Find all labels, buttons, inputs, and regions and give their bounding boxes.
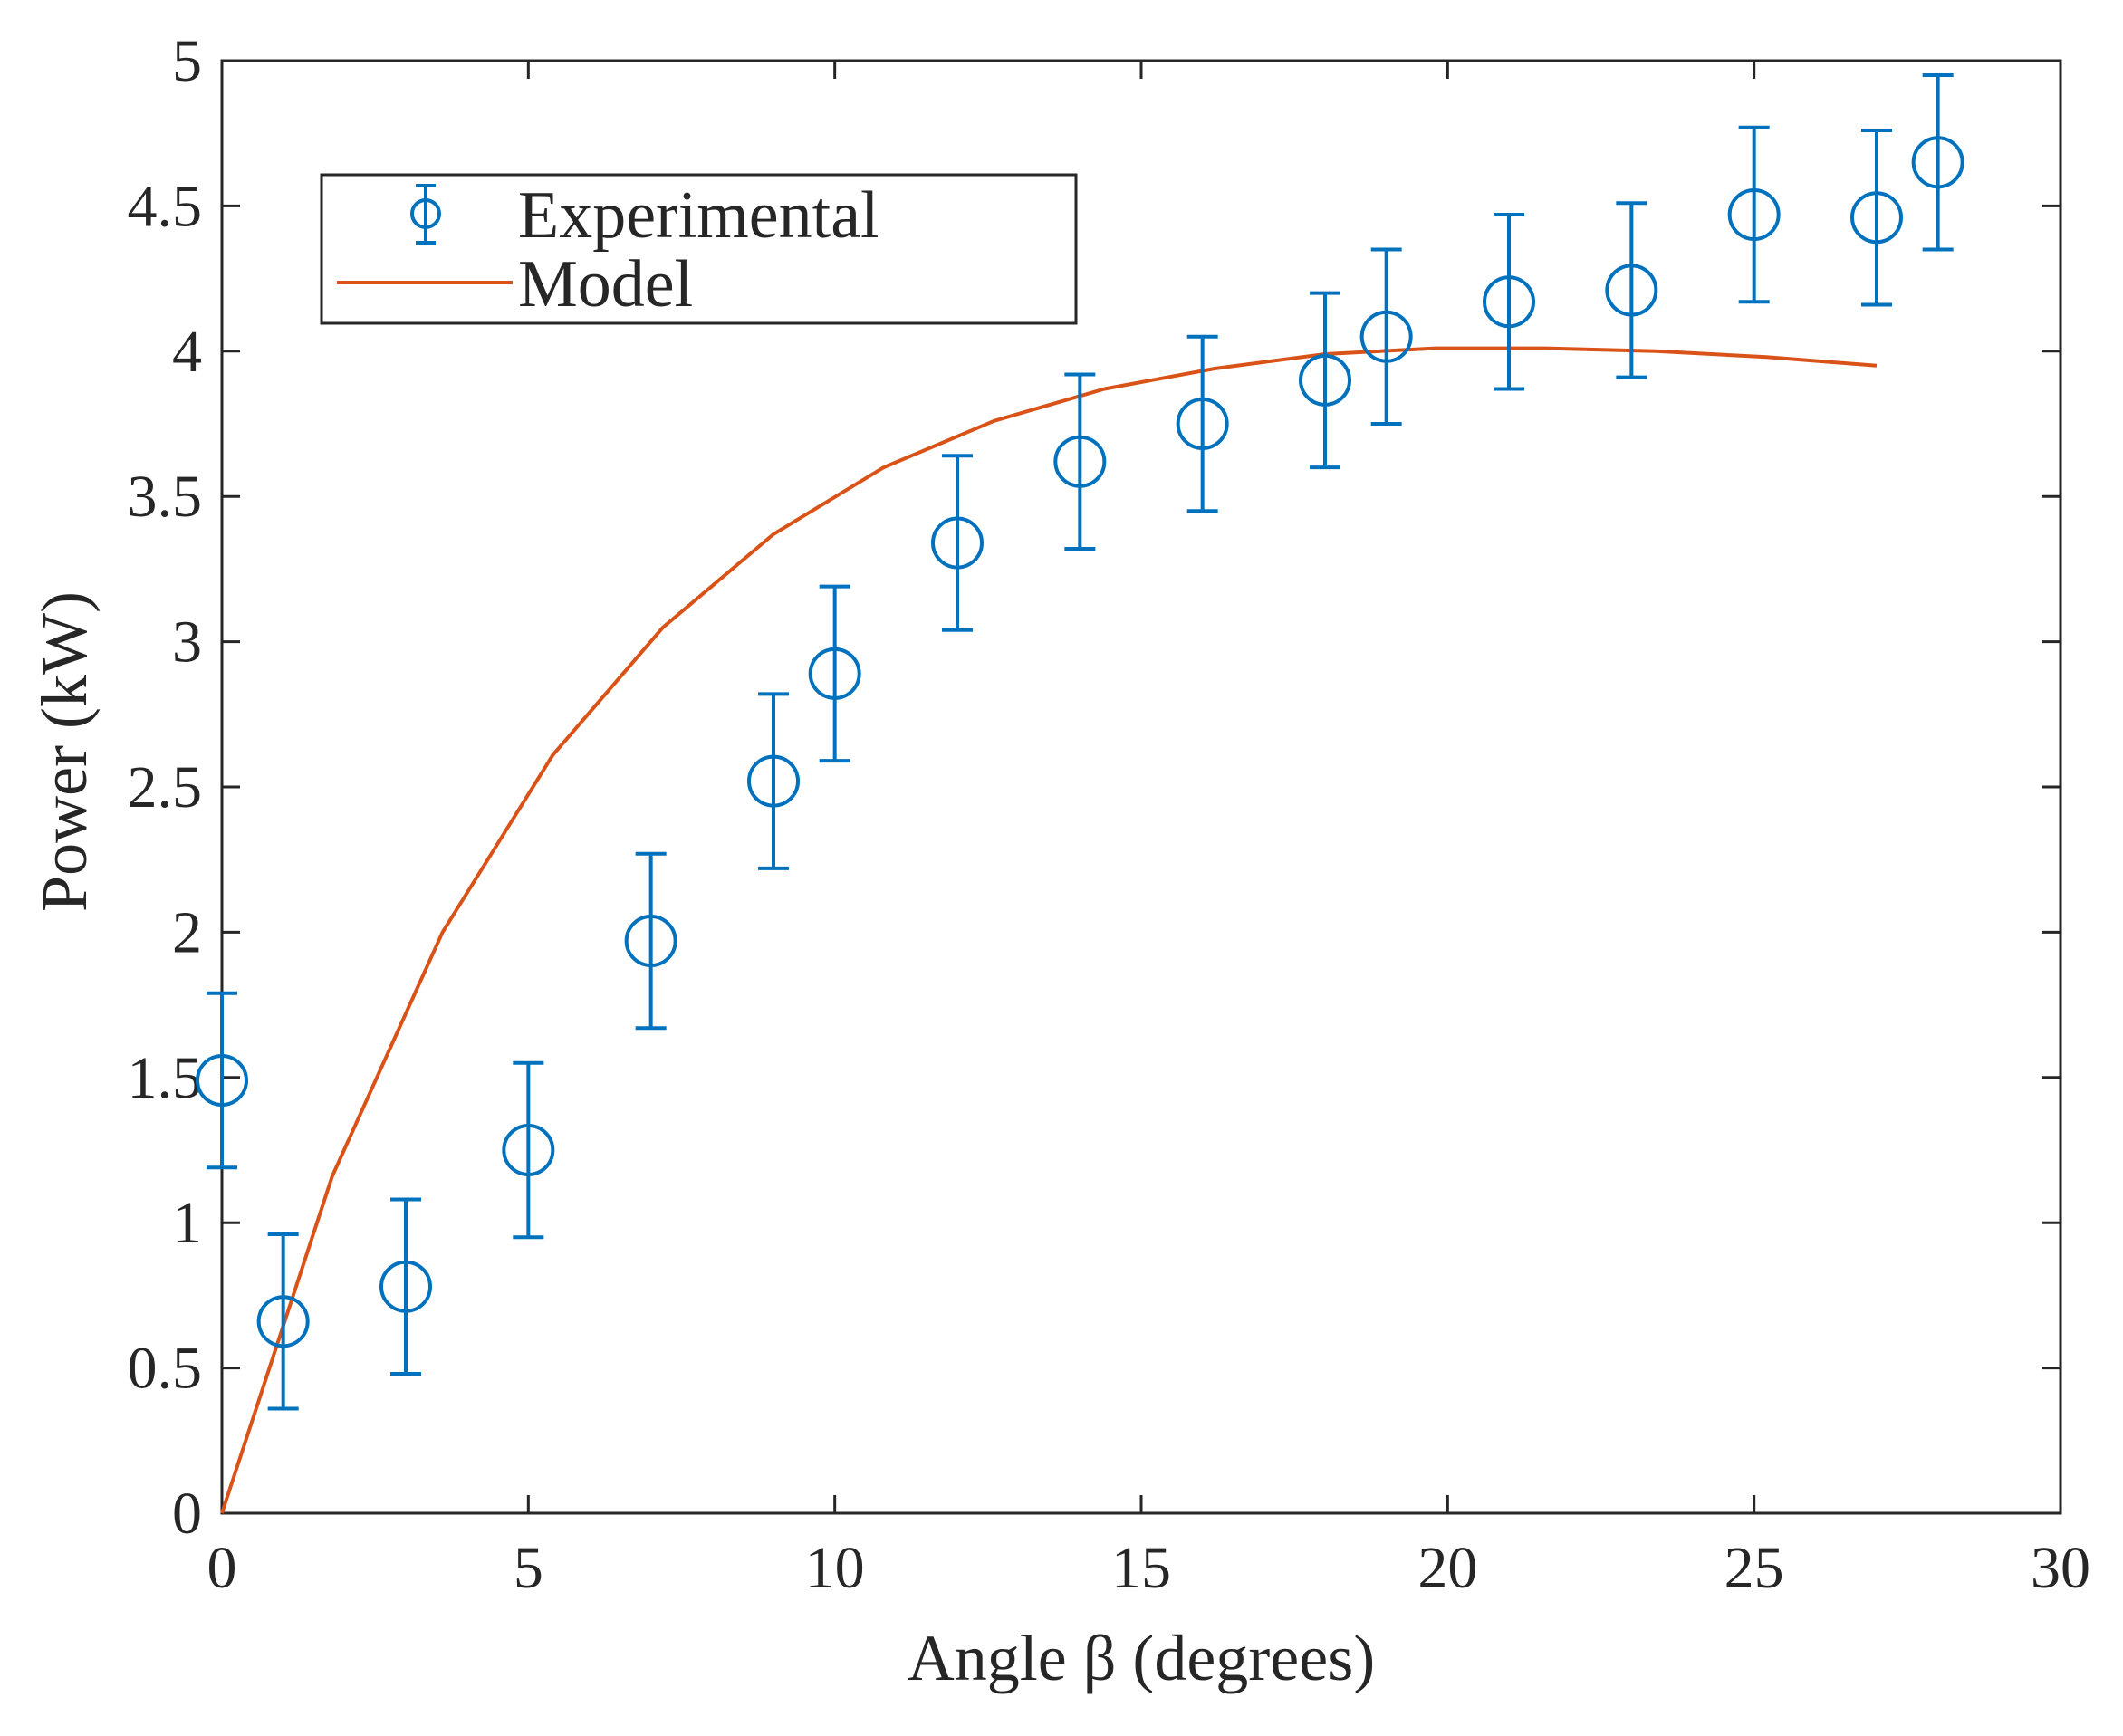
data-marker [1176,398,1229,450]
y-axis-ticks: 0 0.5 1 1.5 2 2.5 3 3.5 4 4.5 5 [128,28,2061,1547]
y-tick-label: 1 [172,1190,202,1256]
y-tick-label: 4.5 [128,173,203,239]
y-tick-label: 3 [172,609,202,676]
y-axis-label: Power (kW) [28,591,101,912]
data-marker [808,647,861,700]
data-marker [1359,310,1413,363]
experimental-point [931,454,984,632]
data-marker [1483,275,1535,329]
experimental-point [1911,73,1964,252]
experimental-point [1727,125,1781,304]
legend-label-experimental: Experimental [518,178,879,253]
experimental-series [196,73,1964,1411]
legend: Experimental Model [320,173,1078,325]
experimental-point [1605,201,1658,379]
data-marker [931,516,984,570]
y-tick-label: 1.5 [128,1045,203,1111]
model-line [220,346,1878,1514]
x-tick-label: 5 [514,1535,543,1601]
model-series [220,346,1878,1514]
experimental-point [1850,128,1903,307]
x-axis-ticks: 0 5 10 15 20 25 30 [207,61,2090,1601]
experimental-point [502,1060,555,1240]
experimental-point [624,851,677,1031]
data-marker [1850,191,1903,245]
data-marker [256,1295,310,1348]
x-axis-label: Angle β (degrees) [908,1622,1375,1694]
y-tick-label: 0 [172,1481,202,1547]
experimental-point [747,692,800,870]
experimental-point [196,991,248,1170]
data-marker [1911,136,1964,189]
y-tick-label: 2 [172,899,202,965]
experimental-point [1299,291,1351,470]
data-marker [1727,188,1781,242]
x-tick-label: 25 [1724,1535,1784,1601]
x-tick-label: 0 [207,1535,237,1601]
experimental-point [379,1197,432,1376]
data-marker [379,1260,432,1313]
legend-box [320,173,1078,325]
x-tick-label: 10 [805,1535,865,1601]
data-marker [1605,264,1658,317]
data-marker [196,1054,248,1108]
data-marker [747,754,800,808]
x-tick-label: 15 [1111,1535,1171,1601]
experimental-point [1053,372,1107,551]
legend-label-model: Model [518,247,693,321]
experimental-point [1359,247,1413,426]
experimental-point [1176,334,1229,513]
data-marker [502,1124,555,1176]
legend-marker-experimental [410,184,441,245]
data-marker [1299,353,1351,407]
y-tick-label: 2.5 [128,754,203,820]
data-marker [624,915,677,968]
experimental-point [256,1232,310,1411]
y-tick-label: 4 [172,319,202,385]
y-tick-label: 0.5 [128,1336,203,1402]
x-tick-label: 20 [1417,1535,1477,1601]
x-tick-label: 30 [2031,1535,2090,1601]
y-tick-label: 5 [172,28,202,94]
experimental-point [1483,213,1535,391]
y-tick-label: 3.5 [128,464,203,530]
experimental-point [808,584,861,763]
data-marker [1053,435,1107,488]
